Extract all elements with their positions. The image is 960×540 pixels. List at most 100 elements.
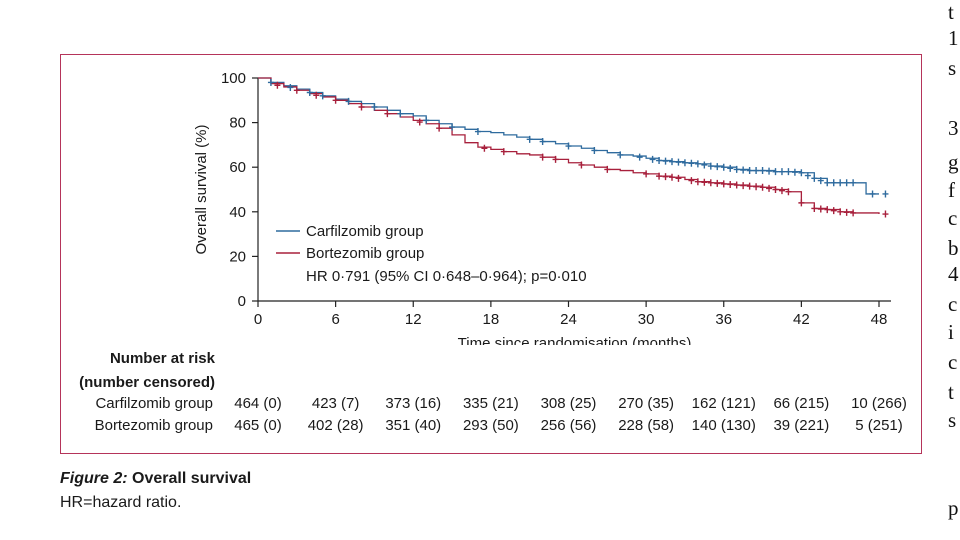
bortezomib-censor-mark xyxy=(688,177,695,185)
figure-note: HR=hazard ratio. xyxy=(60,494,182,511)
bortezomib-censor-mark xyxy=(675,174,682,182)
carfilzomib-censor-mark xyxy=(843,179,850,187)
bortezomib-censor-mark xyxy=(293,86,300,94)
bortezomib-censor-mark xyxy=(727,180,734,188)
bortezomib-censor-mark xyxy=(539,153,546,161)
bortezomib-censor-mark xyxy=(759,183,766,191)
y-tick-label: 40 xyxy=(229,204,246,221)
bortezomib-censor-mark xyxy=(824,206,831,214)
figure-label: Figure 2: xyxy=(60,470,128,487)
carfilzomib-censor-mark xyxy=(772,168,779,176)
bortezomib-censor-mark xyxy=(500,148,507,156)
carfilzomib-censor-mark xyxy=(811,174,818,182)
risk-cell: 293 (50) xyxy=(462,417,519,434)
risk-cell: 335 (21) xyxy=(462,395,519,412)
carfilzomib-censor-mark xyxy=(694,160,701,168)
carfilzomib-censor-mark xyxy=(791,168,798,176)
body-text-fragment: t xyxy=(948,0,954,24)
bortezomib-censor-mark xyxy=(643,170,650,178)
bortezomib-censor-mark xyxy=(416,118,423,126)
carfilzomib-censor-mark xyxy=(267,78,274,86)
carfilzomib-censor-mark xyxy=(526,135,533,143)
carfilzomib-censor-mark xyxy=(591,146,598,154)
carfilzomib-censor-mark xyxy=(759,167,766,175)
body-text-fragment: 1 xyxy=(948,26,959,50)
body-text-fragment: s xyxy=(948,56,957,80)
hazard-ratio-annotation: HR 0·791 (95% CI 0·648–0·964); p=0·010 xyxy=(306,268,587,285)
bortezomib-censor-mark xyxy=(358,103,365,111)
carfilzomib-censor-mark xyxy=(746,167,753,175)
carfilzomib-censor-mark xyxy=(345,97,352,105)
carfilzomib-censor-mark xyxy=(649,155,656,163)
bortezomib-censor-mark xyxy=(669,173,675,181)
carfilzomib-censor-mark xyxy=(688,159,695,167)
risk-cell: 351 (40) xyxy=(385,417,442,434)
bortezomib-censor-mark xyxy=(384,110,391,118)
body-text-fragment: 3 xyxy=(948,116,959,140)
carfilzomib-censor-mark xyxy=(662,157,669,165)
y-tick-label: 80 xyxy=(229,115,246,132)
x-tick-label: 24 xyxy=(560,311,577,328)
figure-caption: Figure 2: Overall survival xyxy=(60,470,251,488)
carfilzomib-censor-mark xyxy=(669,158,675,166)
bortezomib-censor-mark xyxy=(694,178,701,186)
carfilzomib-censor-mark xyxy=(423,116,430,124)
bortezomib-censor-mark xyxy=(332,96,339,104)
bortezomib-censor-mark xyxy=(785,188,792,196)
y-tick-label: 100 xyxy=(221,70,246,87)
risk-cell: 256 (56) xyxy=(540,417,597,434)
risk-cell: 308 (25) xyxy=(540,395,597,412)
bortezomib-censor-mark xyxy=(778,187,785,195)
risk-cell: 373 (16) xyxy=(385,395,442,412)
figure-title: Overall survival xyxy=(132,470,252,487)
x-tick-label: 48 xyxy=(871,311,888,328)
bortezomib-censor-mark xyxy=(843,208,850,216)
carfilzomib-censor-mark xyxy=(287,83,294,91)
carfilzomib-censor-mark xyxy=(804,172,811,180)
risk-header-line1: Number at risk xyxy=(109,350,215,367)
bortezomib-censor-mark xyxy=(753,183,760,191)
carfilzomib-censor-mark xyxy=(785,168,792,176)
body-text-fragment: f xyxy=(948,178,955,202)
body-text-fragment: t xyxy=(948,380,954,404)
carfilzomib-censor-mark xyxy=(707,162,714,170)
bortezomib-censor-mark xyxy=(830,207,837,215)
body-text-fragment: i xyxy=(948,320,954,344)
bortezomib-censor-mark xyxy=(733,181,740,189)
bortezomib-censor-mark xyxy=(662,173,669,181)
risk-header-line2: (number censored) xyxy=(79,374,215,391)
carfilzomib-censor-mark xyxy=(371,103,378,111)
x-tick-label: 42 xyxy=(793,311,810,328)
carfilzomib-censor-mark xyxy=(778,168,785,176)
body-text-fragment: b xyxy=(948,236,959,260)
risk-row-label: Bortezomib group xyxy=(94,417,213,434)
bortezomib-censor-mark xyxy=(481,144,488,152)
carfilzomib-censor-mark xyxy=(837,179,844,187)
y-tick-label: 0 xyxy=(238,293,246,310)
carfilzomib-censor-mark xyxy=(675,158,682,166)
bortezomib-censor-mark xyxy=(811,204,818,212)
carfilzomib-censor-mark xyxy=(733,165,740,173)
carfilzomib-censor-mark xyxy=(539,138,546,146)
risk-cell: 66 (215) xyxy=(773,395,830,412)
carfilzomib-censor-mark xyxy=(565,142,572,150)
bortezomib-censor-mark xyxy=(701,178,708,186)
carfilzomib-censor-mark xyxy=(727,164,734,172)
carfilzomib-censor-mark xyxy=(850,179,857,187)
carfilzomib-censor-mark xyxy=(830,179,837,187)
bortezomib-censor-mark xyxy=(882,210,889,218)
body-text-fragment: g xyxy=(948,150,959,174)
x-axis-label: Time since randomisation (months) xyxy=(458,335,692,345)
risk-cell: 465 (0) xyxy=(234,417,282,434)
bortezomib-censor-mark xyxy=(837,208,844,216)
y-tick-label: 20 xyxy=(229,248,246,265)
figure-frame: 0 20 40 60 80 100 0 6 12 18 24 30 36 42 48 Time since r… xyxy=(60,54,922,454)
bortezomib-censor-mark xyxy=(656,172,663,180)
risk-cell: 5 (251) xyxy=(855,417,903,434)
risk-cell: 402 (28) xyxy=(307,417,364,434)
body-text-fragment: c xyxy=(948,350,958,374)
carfilzomib-censor-mark xyxy=(824,179,831,187)
risk-cell: 39 (221) xyxy=(773,417,830,434)
legend-label-carfilzomib: Carfilzomib group xyxy=(306,223,424,240)
carfilzomib-censor-mark xyxy=(869,190,876,198)
